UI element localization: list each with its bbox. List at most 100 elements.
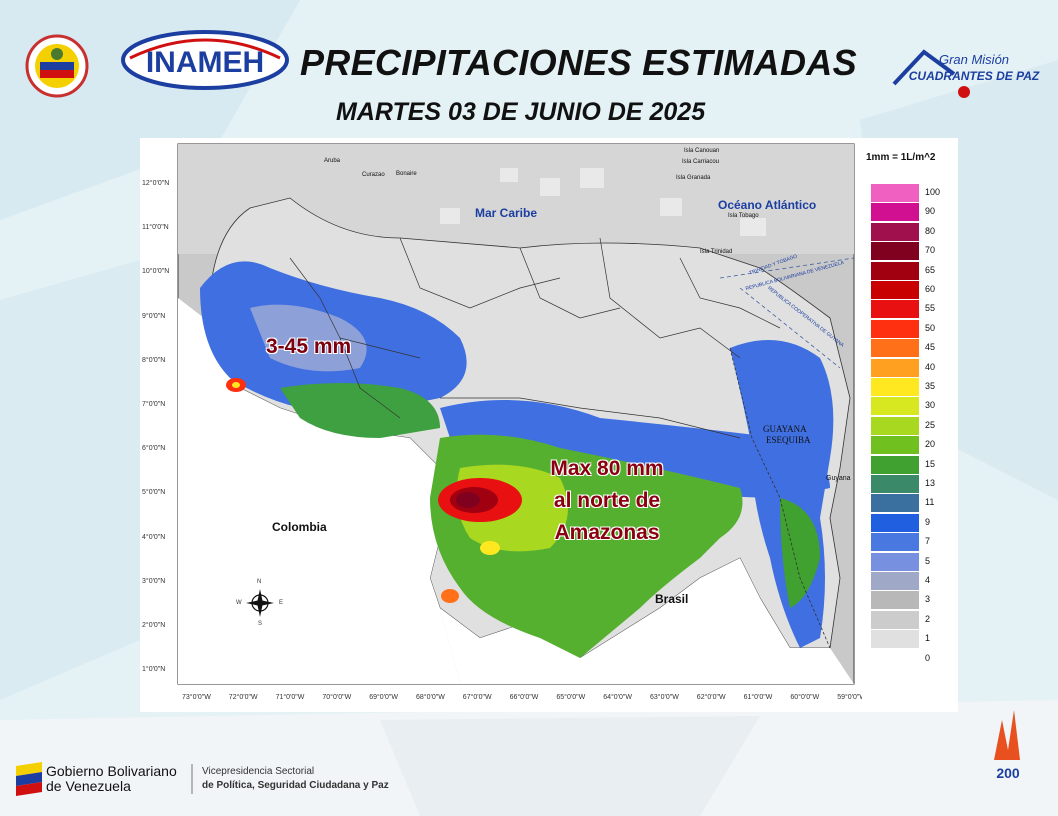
legend-label: 55 (925, 303, 936, 314)
annotation-west-range: 3-45 mm (266, 335, 352, 358)
precipitation-map: N S E W 12°0'0"N 11°0'0"N 10°0'0"N 9°0'0"N 8… (140, 138, 866, 712)
esequibo-boundary (729, 347, 831, 649)
lat-tick-label: 5°0'0"N (142, 489, 166, 497)
rain-mid-blue (440, 400, 830, 498)
lat-tick-label: 12°0'0"N (142, 180, 170, 187)
rain-west-hotspot-core (232, 382, 240, 388)
legend-swatch (871, 494, 919, 513)
inameh-logo: INAMEH (121, 30, 289, 90)
colombia-land (178, 298, 460, 684)
legend-label: 13 (925, 478, 936, 488)
page-title: PRECIPITACIONES ESTIMADAS (300, 42, 857, 83)
label-esequiba: ESEQUIBA (766, 435, 811, 445)
legend-label: 30 (925, 400, 936, 411)
map-svg (177, 143, 855, 685)
annotation-max-line1: Max 80 mm (550, 457, 664, 480)
lat-tick-label: 6°0'0"N (142, 445, 166, 453)
legend-swatch (871, 475, 919, 493)
legend-label: 65 (925, 264, 936, 275)
legend-swatch (871, 649, 919, 668)
legend-label: 1 (925, 633, 931, 644)
state-boundaries (289, 237, 781, 439)
legend-swatch (871, 436, 919, 455)
rain-max-core (456, 492, 480, 508)
label-guyana: Guyana (826, 475, 851, 482)
legend-label: 5 (925, 555, 931, 566)
legend-swatch (871, 630, 919, 649)
lat-tick-label: 10°0'0"N (142, 268, 170, 276)
annotation-max-line2: al norte de (553, 489, 661, 512)
label-mar-caribe: Mar Caribe (475, 206, 538, 220)
vice-line1: Vicepresidencia Sectorial (202, 766, 314, 777)
lon-tick-label: 63°0'0"W (650, 694, 679, 701)
legend-label: 2 (925, 613, 931, 624)
maritime-boundary-2 (739, 287, 841, 369)
label-guayana: GUAYANA (763, 424, 807, 434)
label-curazao: Curazao (362, 172, 385, 178)
brazil-land (440, 558, 854, 684)
inameh-logo-text: INAMEH (146, 46, 264, 79)
compass-w: W (236, 600, 242, 606)
compass-rose (246, 589, 274, 617)
legend-label: 11 (925, 497, 935, 508)
label-granada: Isla Granada (676, 175, 711, 181)
lon-tick-label: 72°0'0"W (228, 694, 258, 701)
lon-tick-label: 67°0'0"W (462, 694, 492, 701)
legend-swatch (871, 281, 919, 299)
lon-tick-label: 64°0'0"W (603, 694, 632, 701)
legend-swatch (871, 222, 919, 241)
rain-south-yellow (480, 541, 500, 555)
rain-west-green (280, 383, 440, 438)
legend-label: 80 (925, 225, 936, 236)
legend-swatch (871, 533, 919, 552)
compass-s: S (258, 621, 263, 627)
compass-n: N (257, 579, 262, 585)
legend-label: 20 (925, 439, 936, 450)
lon-tick-label: 71°0'0"W (275, 694, 305, 701)
legend-swatch (871, 378, 919, 396)
legend-swatch (871, 300, 919, 319)
lon-tick-label: 59°0'0"W (837, 694, 866, 701)
lon-tick-label: 65°0'0"W (556, 694, 586, 701)
lon-tick-label: 70°0'0"W (322, 694, 352, 701)
annotation-max-line3: Amazonas (554, 521, 660, 544)
legend-label: 7 (925, 536, 931, 547)
label-carriacou: Isla Carriacou (682, 159, 720, 165)
legend-swatch (871, 339, 919, 358)
legend-swatch (871, 455, 919, 474)
legend-swatch (871, 242, 919, 261)
label-oceano-atlantico: Océano Atlántico (718, 198, 817, 212)
page-subtitle: MARTES 03 DE JUNIO DE 2025 (336, 98, 706, 126)
legend-swatch (871, 203, 919, 222)
legend-swatch (871, 397, 919, 416)
maritime-boundary (719, 257, 855, 279)
label-trinidad: Isla Trinidad (700, 249, 733, 255)
lat-tick-label: 9°0'0"N (142, 312, 166, 320)
legend-label: 35 (925, 381, 936, 391)
anniv-text: 200 (996, 765, 1020, 781)
label-bonaire: Bonaire (396, 171, 417, 177)
gov-line2: de Venezuela (46, 778, 131, 794)
legend-swatch (871, 610, 919, 629)
legend-label: 90 (925, 206, 936, 217)
legend-label: 60 (925, 284, 936, 294)
lat-tick-label: 3°0'0"N (142, 577, 166, 585)
legend-swatch (871, 572, 919, 590)
compass-e: E (279, 600, 284, 606)
label-canouan: Isla Canouan (684, 148, 720, 154)
legend-label: 4 (925, 575, 931, 585)
legend-swatch (871, 591, 919, 610)
legend-label: 9 (925, 516, 931, 527)
label-colombia: Colombia (272, 520, 327, 534)
gran-mision-line2: CUADRANTES DE PAZ (909, 69, 1040, 83)
lon-tick-label: 62°0'0"W (696, 694, 726, 701)
legend-label: 45 (925, 342, 936, 353)
gobierno-bolivariano-logo: Gobierno Bolivariano de Venezuela Vicepr… (16, 762, 389, 796)
gran-mision-cuadrantes-logo: Gran Misión CUADRANTES DE PAZ (892, 49, 1040, 98)
legend-label: 100 (925, 187, 941, 197)
legend-swatch (871, 319, 919, 338)
legend-swatch (871, 416, 919, 435)
precipitation-legend: 1mm = 1L/m^2 100 90 80 70 65 60 55 50 45 40 35 30 25… (862, 138, 958, 712)
label-aruba: Aruba (324, 158, 341, 164)
lon-tick-label: 66°0'0"W (509, 694, 539, 701)
